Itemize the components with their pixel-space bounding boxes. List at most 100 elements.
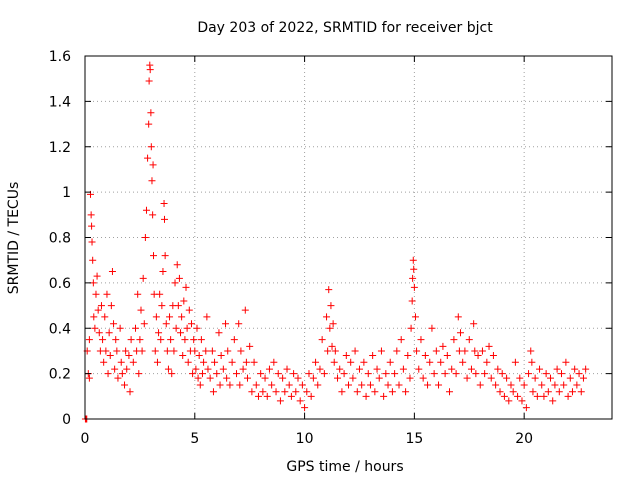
data-point: [134, 290, 142, 298]
data-point: [222, 320, 230, 328]
data-point: [101, 313, 109, 321]
data-point: [509, 388, 517, 396]
data-point: [285, 381, 293, 389]
y-tick-label: 1.2: [49, 140, 71, 156]
data-point: [281, 388, 289, 396]
data-point: [538, 381, 546, 389]
data-point: [175, 274, 183, 282]
data-point: [345, 381, 352, 389]
data-point: [148, 177, 156, 185]
data-point: [216, 381, 224, 389]
data-point: [485, 342, 493, 350]
data-point: [492, 381, 500, 389]
data-point: [496, 388, 504, 396]
data-point: [162, 320, 170, 328]
data-point: [100, 358, 108, 366]
data-point: [139, 274, 147, 282]
y-tick-label: 0.2: [49, 367, 71, 383]
data-point: [164, 365, 172, 373]
data-point: [470, 320, 478, 328]
x-tick-label: 5: [190, 431, 199, 447]
data-point: [283, 365, 291, 373]
data-point: [161, 252, 169, 260]
data-point: [369, 351, 377, 359]
data-point: [503, 374, 511, 382]
data-point: [268, 381, 276, 389]
y-tick-label: 1.6: [49, 49, 71, 65]
data-point: [190, 336, 198, 344]
data-point: [557, 370, 565, 378]
data-point: [528, 358, 536, 366]
data-point: [494, 365, 502, 373]
data-point: [171, 279, 179, 287]
data-point: [454, 313, 462, 321]
data-point: [446, 388, 454, 396]
data-point: [250, 358, 258, 366]
y-tick-label: 1.4: [49, 94, 71, 110]
data-point: [549, 397, 557, 405]
data-point: [191, 347, 199, 355]
data-point: [338, 388, 346, 396]
data-point: [498, 370, 506, 378]
data-point: [443, 351, 451, 359]
data-point: [150, 252, 158, 260]
data-point: [142, 206, 150, 214]
data-point: [571, 365, 579, 373]
data-point: [309, 374, 317, 382]
data-point: [330, 358, 338, 366]
data-point: [391, 370, 399, 378]
data-point: [456, 329, 464, 337]
data-point: [184, 358, 192, 366]
data-point: [223, 374, 231, 382]
data-point: [380, 392, 388, 400]
data-point: [336, 365, 344, 373]
data-point: [88, 238, 96, 246]
data-point: [353, 388, 361, 396]
data-point: [129, 358, 137, 366]
data-point: [450, 336, 458, 344]
data-point: [203, 313, 211, 321]
data-point: [89, 279, 97, 287]
data-point: [375, 374, 383, 382]
data-point: [327, 302, 335, 310]
data-point: [437, 358, 445, 366]
data-point: [324, 347, 332, 355]
data-point: [158, 302, 166, 310]
data-point: [151, 347, 159, 355]
data-point: [172, 324, 180, 332]
data-point: [270, 358, 278, 366]
data-point: [163, 347, 171, 355]
data-point: [87, 211, 95, 219]
data-point: [331, 347, 339, 355]
data-point: [192, 365, 200, 373]
data-point: [522, 404, 530, 412]
tick-labels: 0 0.2 0.4 0.6 0.8 1 1.2 1.4 1.6 0 5 10 15 20: [49, 49, 533, 447]
data-point: [224, 347, 232, 355]
data-point: [179, 351, 187, 359]
data-point: [168, 370, 176, 378]
data-point: [432, 347, 440, 355]
data-point: [413, 347, 421, 355]
data-point: [160, 215, 168, 223]
data-point: [364, 370, 372, 378]
data-point: [393, 347, 401, 355]
data-point: [239, 365, 247, 373]
data-point: [399, 365, 407, 373]
data-point: [406, 374, 414, 382]
data-point: [560, 381, 568, 389]
data-point: [531, 374, 539, 382]
data-point: [511, 358, 519, 366]
x-tick-label: 20: [515, 431, 533, 447]
data-point: [360, 358, 368, 366]
data-point: [149, 211, 157, 219]
data-point: [237, 347, 245, 355]
data-point: [316, 365, 324, 373]
data-point: [160, 199, 168, 207]
data-point: [318, 336, 326, 344]
data-point: [125, 351, 133, 359]
data-point: [204, 365, 212, 373]
data-point: [173, 261, 181, 269]
data-point: [122, 347, 130, 355]
y-axis-label: SRMTID / TECUs: [6, 182, 22, 295]
